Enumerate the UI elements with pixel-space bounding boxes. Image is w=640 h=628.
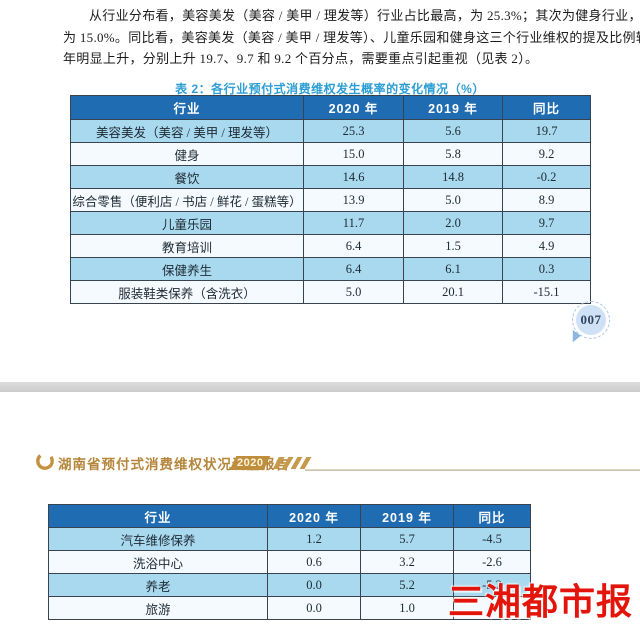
newspaper-watermark: 三湘都市报 (448, 581, 634, 622)
table-cell: 保健养生 (70, 257, 304, 281)
industry-probability-table: 行业 2020 年 2019 年 同比 美容美发（美容 / 美甲 / 理发等） … (70, 95, 591, 304)
table-cell: 1.5 (403, 234, 503, 258)
table-cell: 健身 (70, 142, 304, 166)
table-cell: -2.6 (453, 550, 531, 574)
page-number: 007 (580, 312, 602, 327)
header-cell-2020: 2020 年 (303, 95, 404, 120)
table-cell: 儿童乐园 (70, 211, 304, 235)
table-cell: 美容美发（美容 / 美甲 / 理发等） (70, 119, 304, 143)
table-row: 洗浴中心 0.6 3.2 -2.6 (48, 550, 531, 574)
table-cell: 1.0 (360, 596, 454, 620)
report-paragraph: 从行业分布看，美容美发（美容 / 美甲 / 理发等）行业占比最高，为 25.3%… (63, 5, 640, 70)
table-cell: 1.2 (267, 527, 361, 551)
year-badge-label: 2020 (236, 457, 264, 469)
report-header: 湖南省预付式消费维权状况调查报告 2020 (0, 448, 640, 476)
page-divider (0, 382, 640, 392)
table-cell: 4.9 (502, 234, 591, 258)
table-cell: -15.1 (502, 280, 591, 304)
table-cell: 14.8 (403, 165, 503, 189)
table-cell: 6.4 (303, 234, 404, 258)
table-row: 健身 15.0 5.8 9.2 (70, 142, 591, 166)
header-cell-industry: 行业 (70, 95, 304, 120)
table-cell: 教育培训 (70, 234, 304, 258)
page-number-pointer-icon (567, 330, 581, 344)
table-header-row: 行业 2020 年 2019 年 同比 (70, 95, 591, 120)
table-cell (453, 596, 531, 620)
table-cell: 9.7 (502, 211, 591, 235)
report-logo-icon (36, 452, 54, 470)
table-cell: 5.0 (403, 188, 503, 212)
table-row: 保健养生 6.4 6.1 0.3 (70, 257, 591, 281)
table-cell: -5.2 (453, 573, 531, 597)
page-number-circle (576, 305, 606, 335)
table-cell: 5.7 (360, 527, 454, 551)
table-cell: 9.2 (502, 142, 591, 166)
table-cell: 汽车维修保养 (48, 527, 268, 551)
table-header-row: 行业 2020 年 2019 年 同比 (48, 504, 531, 528)
table-cell: 14.6 (303, 165, 404, 189)
table-row: 儿童乐园 11.7 2.0 9.7 (70, 211, 591, 235)
header-cell-2020: 2020 年 (267, 504, 361, 528)
table-cell: 5.6 (403, 119, 503, 143)
table-cell: 0.0 (267, 596, 361, 620)
table2-title: 表 2：各行业预付式消费维权发生概率的变化情况（%） (175, 82, 485, 96)
paragraph-line: 从行业分布看，美容美发（美容 / 美甲 / 理发等）行业占比最高，为 25.3%… (89, 8, 640, 23)
table-cell: 旅游 (48, 596, 268, 620)
table-cell: 6.1 (403, 257, 503, 281)
table-cell: 5.0 (303, 280, 404, 304)
table-cell: -0.2 (502, 165, 591, 189)
table-cell: 8.9 (502, 188, 591, 212)
table-cell: 6.4 (303, 257, 404, 281)
table-cell: 服装鞋类保养（含洗衣） (70, 280, 304, 304)
header-rule (305, 469, 640, 471)
table-cell: 洗浴中心 (48, 550, 268, 574)
header-cell-2019: 2019 年 (360, 504, 454, 528)
table-cell: 3.2 (360, 550, 454, 574)
header-cell-yoy: 同比 (453, 504, 531, 528)
table-cell: 0.6 (267, 550, 361, 574)
table-row: 综合零售（便利店 / 书店 / 鲜花 / 蛋糕等） 13.9 5.0 8.9 (70, 188, 591, 212)
table-row: 餐饮 14.6 14.8 -0.2 (70, 165, 591, 189)
paragraph-line: 年明显上升，分别上升 19.7、9.7 和 9.2 个百分点，需要重点引起重视（… (63, 51, 539, 67)
table-cell: 养老 (48, 573, 268, 597)
table-cell: 20.1 (403, 280, 503, 304)
table-row: 美容美发（美容 / 美甲 / 理发等） 25.3 5.6 19.7 (70, 119, 591, 143)
decorative-slashes-icon (272, 457, 312, 469)
table-cell: 13.9 (303, 188, 404, 212)
table-row: 汽车维修保养 1.2 5.7 -4.5 (48, 527, 531, 551)
table-row: 服装鞋类保养（含洗衣） 5.0 20.1 -15.1 (70, 280, 591, 304)
table-cell: 0.3 (502, 257, 591, 281)
page-number-badge: 007 (567, 301, 610, 344)
paragraph-line: 为 15.0%。同比看，美容美发（美容 / 美甲 / 理发等）、儿童乐园和健身这… (63, 29, 640, 45)
header-cell-2019: 2019 年 (403, 95, 503, 120)
table-cell: 5.8 (403, 142, 503, 166)
table-cell: 25.3 (303, 119, 404, 143)
table-cell: 11.7 (303, 211, 404, 235)
table-cell: 2.0 (403, 211, 503, 235)
table-cell: 15.0 (303, 142, 404, 166)
table-row: 教育培训 6.4 1.5 4.9 (70, 234, 591, 258)
year-badge: 2020 (229, 456, 271, 470)
table-cell: 0.0 (267, 573, 361, 597)
header-cell-yoy: 同比 (502, 95, 591, 120)
table-row: 旅游 0.0 1.0 (48, 596, 531, 620)
table-cell: 19.7 (502, 119, 591, 143)
table-cell: 5.2 (360, 573, 454, 597)
header-cell-industry: 行业 (48, 504, 268, 528)
table-row: 养老 0.0 5.2 -5.2 (48, 573, 531, 597)
table-cell: -4.5 (453, 527, 531, 551)
table-cell: 综合零售（便利店 / 书店 / 鲜花 / 蛋糕等） (70, 188, 304, 212)
table-cell: 餐饮 (70, 165, 304, 189)
industry-probability-table-continued: 行业 2020 年 2019 年 同比 汽车维修保养 1.2 5.7 -4.5 … (48, 504, 531, 620)
